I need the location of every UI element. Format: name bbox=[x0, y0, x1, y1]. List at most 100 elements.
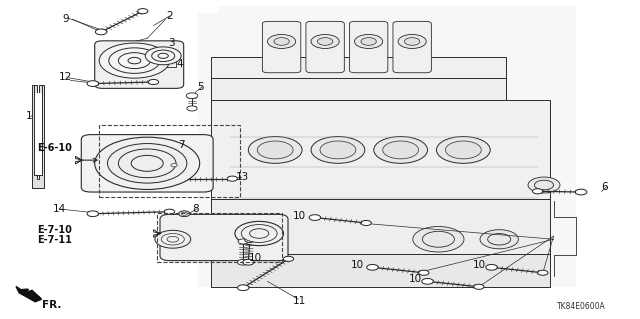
Circle shape bbox=[243, 259, 254, 265]
Text: 3: 3 bbox=[168, 38, 174, 48]
Circle shape bbox=[237, 285, 249, 291]
FancyBboxPatch shape bbox=[306, 21, 344, 73]
Circle shape bbox=[238, 239, 248, 244]
Text: 12: 12 bbox=[59, 72, 72, 82]
Circle shape bbox=[532, 189, 543, 194]
Polygon shape bbox=[32, 85, 44, 188]
Circle shape bbox=[534, 180, 554, 190]
Circle shape bbox=[398, 34, 426, 48]
Circle shape bbox=[474, 284, 484, 289]
Circle shape bbox=[436, 137, 490, 163]
Polygon shape bbox=[198, 6, 576, 287]
Circle shape bbox=[383, 141, 419, 159]
Bar bbox=[211, 199, 550, 255]
Circle shape bbox=[486, 264, 497, 270]
Circle shape bbox=[147, 176, 158, 182]
Text: 11: 11 bbox=[293, 296, 307, 307]
Circle shape bbox=[311, 34, 339, 48]
Circle shape bbox=[374, 137, 428, 163]
Circle shape bbox=[538, 270, 548, 275]
FancyBboxPatch shape bbox=[262, 21, 301, 73]
Polygon shape bbox=[76, 156, 83, 164]
Circle shape bbox=[248, 137, 302, 163]
Circle shape bbox=[95, 137, 200, 189]
Text: E-7-10: E-7-10 bbox=[37, 225, 72, 235]
Text: TK84E0600A: TK84E0600A bbox=[557, 302, 605, 311]
Bar bbox=[99, 125, 240, 197]
Circle shape bbox=[237, 259, 249, 265]
Text: 4: 4 bbox=[176, 59, 182, 70]
Circle shape bbox=[171, 164, 177, 167]
Text: 2: 2 bbox=[166, 11, 173, 21]
Circle shape bbox=[528, 177, 560, 193]
Text: 10: 10 bbox=[408, 274, 422, 284]
Circle shape bbox=[168, 162, 180, 168]
Circle shape bbox=[164, 209, 175, 214]
FancyBboxPatch shape bbox=[160, 214, 288, 261]
Circle shape bbox=[244, 237, 255, 242]
Text: 13: 13 bbox=[236, 172, 249, 182]
Circle shape bbox=[235, 221, 284, 246]
Text: E-7-11: E-7-11 bbox=[37, 235, 72, 245]
Text: 10: 10 bbox=[472, 260, 486, 271]
Circle shape bbox=[361, 38, 376, 45]
Text: FR.: FR. bbox=[42, 300, 61, 310]
FancyBboxPatch shape bbox=[95, 41, 184, 88]
Bar bbox=[211, 100, 550, 201]
FancyBboxPatch shape bbox=[393, 21, 431, 73]
Circle shape bbox=[488, 234, 511, 245]
Circle shape bbox=[422, 231, 454, 247]
Polygon shape bbox=[154, 230, 161, 237]
FancyBboxPatch shape bbox=[34, 93, 42, 175]
Circle shape bbox=[480, 230, 518, 249]
Circle shape bbox=[257, 141, 293, 159]
Circle shape bbox=[145, 47, 181, 65]
Circle shape bbox=[179, 211, 190, 217]
Circle shape bbox=[575, 189, 587, 195]
Circle shape bbox=[320, 141, 356, 159]
Text: E-6-10: E-6-10 bbox=[37, 143, 72, 153]
Text: 14: 14 bbox=[52, 204, 66, 214]
Circle shape bbox=[95, 29, 107, 35]
Text: 7: 7 bbox=[178, 140, 184, 150]
Circle shape bbox=[87, 211, 99, 217]
Circle shape bbox=[361, 220, 371, 226]
Circle shape bbox=[268, 34, 296, 48]
Circle shape bbox=[284, 256, 294, 261]
Circle shape bbox=[108, 144, 187, 183]
FancyBboxPatch shape bbox=[349, 21, 388, 73]
Circle shape bbox=[419, 270, 429, 275]
Bar bbox=[150, 62, 176, 67]
Circle shape bbox=[161, 234, 184, 245]
Circle shape bbox=[422, 278, 433, 284]
Circle shape bbox=[311, 137, 365, 163]
Circle shape bbox=[99, 43, 170, 78]
Circle shape bbox=[274, 38, 289, 45]
Circle shape bbox=[404, 38, 420, 45]
Circle shape bbox=[241, 225, 277, 242]
Bar bbox=[157, 213, 282, 262]
Text: 10: 10 bbox=[351, 260, 364, 271]
Circle shape bbox=[309, 215, 321, 220]
Circle shape bbox=[355, 34, 383, 48]
Text: 9: 9 bbox=[63, 13, 69, 24]
Bar bbox=[211, 57, 506, 80]
Circle shape bbox=[413, 226, 464, 252]
Circle shape bbox=[227, 176, 237, 181]
Text: 10: 10 bbox=[248, 253, 262, 263]
Bar bbox=[211, 254, 550, 287]
Circle shape bbox=[148, 79, 159, 85]
Polygon shape bbox=[16, 286, 42, 302]
Circle shape bbox=[87, 81, 99, 86]
Circle shape bbox=[181, 212, 188, 215]
Text: 8: 8 bbox=[192, 204, 198, 214]
Circle shape bbox=[155, 230, 191, 248]
Circle shape bbox=[187, 106, 197, 111]
Text: 6: 6 bbox=[602, 182, 608, 192]
Text: 1: 1 bbox=[26, 111, 32, 122]
Circle shape bbox=[186, 93, 198, 99]
Circle shape bbox=[138, 9, 148, 14]
FancyBboxPatch shape bbox=[81, 135, 213, 192]
Circle shape bbox=[445, 141, 481, 159]
Circle shape bbox=[367, 264, 378, 270]
